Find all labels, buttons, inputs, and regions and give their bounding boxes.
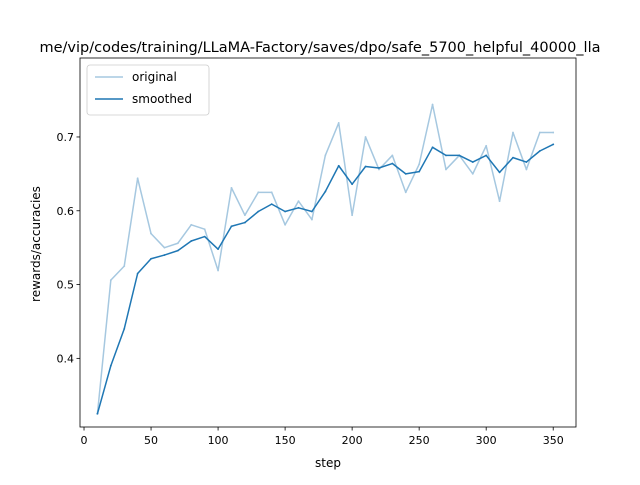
data-point-smoothed	[391, 162, 394, 165]
data-point-smoothed	[324, 190, 327, 193]
x-tick-label: 0	[81, 434, 88, 447]
legend-label-original: original	[132, 70, 177, 84]
data-point-smoothed	[418, 170, 421, 173]
data-point-smoothed	[485, 154, 488, 157]
data-point-smoothed	[404, 172, 407, 175]
data-point-original	[136, 177, 139, 180]
data-point-original	[217, 269, 219, 272]
data-point-smoothed	[270, 203, 273, 206]
data-point-original	[176, 242, 179, 245]
data-point-original	[538, 131, 541, 134]
data-point-smoothed	[351, 183, 354, 186]
data-point-original	[109, 279, 112, 282]
data-point-smoothed	[525, 161, 528, 163]
chart-title: me/vip/codes/training/LLaMA-Factory/save…	[40, 40, 601, 56]
data-point-smoothed	[471, 161, 474, 163]
y-tick-label: 0.5	[57, 279, 75, 292]
data-point-original	[311, 218, 313, 221]
data-point-smoothed	[190, 240, 193, 242]
data-point-original	[163, 246, 166, 249]
x-tick-label: 100	[208, 434, 229, 447]
data-point-original	[552, 131, 555, 134]
data-point-original	[418, 163, 421, 166]
plot-area: 0 50 100 150 200 250 300 350 0.4 0.5 0.6 0.7	[57, 57, 577, 447]
data-point-original	[351, 214, 354, 217]
y-tick-label: 0.6	[57, 205, 75, 218]
data-point-smoothed	[552, 143, 555, 146]
data-point-smoothed	[512, 156, 514, 159]
data-point-original	[337, 122, 340, 124]
data-point-original	[190, 223, 193, 226]
x-tick-label: 150	[275, 434, 296, 447]
data-point-smoothed	[458, 154, 461, 157]
data-point-original	[150, 232, 152, 235]
data-point-original	[203, 228, 206, 231]
data-point-original	[243, 214, 246, 217]
data-point-smoothed	[109, 364, 112, 367]
y-tick-label: 0.4	[57, 352, 75, 365]
data-point-smoothed	[203, 235, 206, 238]
data-point-original	[391, 154, 394, 157]
data-point-smoothed	[445, 154, 447, 157]
data-point-original	[378, 168, 380, 171]
data-point-smoothed	[538, 150, 541, 152]
x-tick-label: 200	[342, 434, 363, 447]
data-point-original	[284, 223, 287, 226]
data-point-original	[404, 191, 407, 194]
data-point-smoothed	[284, 210, 287, 213]
x-axis-label: step	[315, 456, 341, 470]
x-tick-label: 300	[476, 434, 497, 447]
data-point-smoothed	[163, 254, 166, 256]
data-point-smoothed	[378, 167, 380, 169]
x-tick-label: 50	[144, 434, 158, 447]
data-point-smoothed	[498, 171, 501, 174]
y-tick-label: 0.7	[57, 131, 75, 144]
data-point-smoothed	[123, 327, 126, 330]
data-point-original	[485, 144, 488, 147]
data-point-original	[257, 191, 260, 194]
data-point-original	[512, 131, 514, 134]
data-point-smoothed	[176, 249, 179, 252]
data-point-smoothed	[230, 225, 233, 228]
x-tick-label: 250	[409, 434, 430, 447]
data-point-original	[270, 191, 273, 194]
data-point-original	[471, 172, 474, 175]
axes-frame	[79, 57, 577, 428]
data-point-smoothed	[431, 146, 434, 149]
data-point-smoothed	[337, 164, 340, 167]
data-point-original	[525, 168, 528, 171]
data-point-original	[230, 186, 233, 189]
data-point-smoothed	[311, 210, 313, 213]
x-tick-label: 350	[543, 434, 564, 447]
data-point-smoothed	[150, 257, 152, 260]
data-point-smoothed	[257, 210, 260, 213]
data-point-smoothed	[364, 165, 367, 168]
data-point-original	[431, 103, 434, 106]
data-point-smoothed	[243, 221, 246, 224]
data-point-original	[123, 265, 126, 268]
data-point-original	[324, 154, 327, 157]
data-point-original	[498, 200, 501, 203]
data-point-original	[445, 168, 447, 171]
legend: original smoothed	[86, 64, 210, 116]
data-point-smoothed	[217, 248, 219, 251]
data-point-smoothed	[96, 412, 99, 415]
data-point-original	[364, 136, 367, 138]
legend-label-smoothed: smoothed	[132, 92, 192, 106]
data-point-smoothed	[136, 272, 139, 275]
y-axis-label: rewards/accuracies	[29, 186, 43, 302]
data-point-original	[297, 200, 300, 203]
data-point-smoothed	[297, 206, 300, 209]
